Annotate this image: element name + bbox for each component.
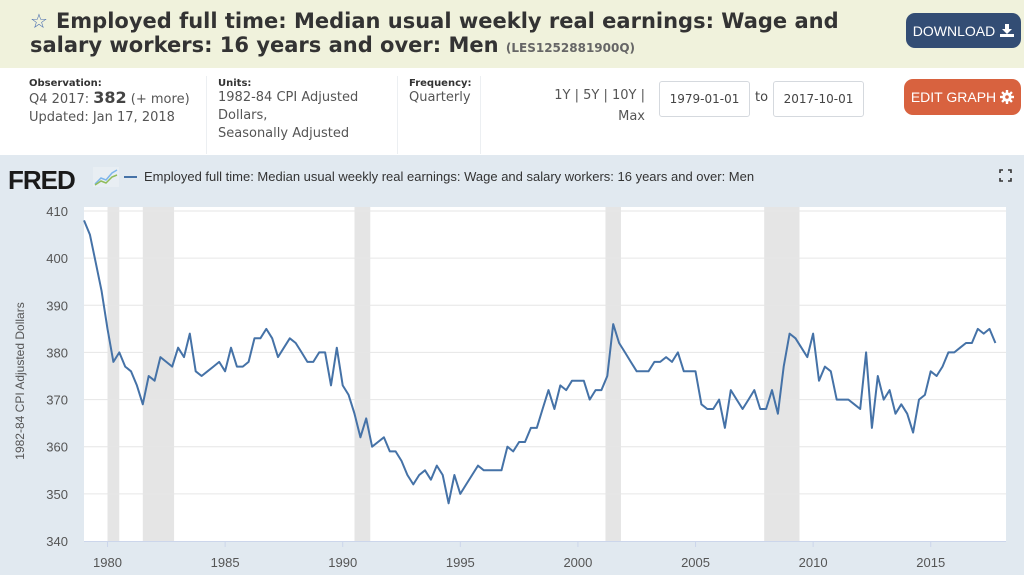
updated-date: Updated: Jan 17, 2018	[29, 110, 175, 125]
frequency-block: Frequency: Quarterly	[409, 78, 472, 107]
range-separator: |	[640, 88, 645, 103]
start-date-input[interactable]: 1979-01-01	[659, 81, 750, 117]
units-line: Dollars,	[218, 108, 268, 123]
frequency-value: Quarterly	[409, 90, 471, 105]
fullscreen-icon[interactable]	[999, 169, 1012, 182]
range-separator: |	[603, 88, 608, 103]
line-chart: 340 350 360 370 380 390 400 410 1980 1985 1990 199…	[13, 204, 1006, 570]
series-id: (LES1252881900Q)	[505, 41, 636, 55]
y-tick-label: 350	[46, 487, 68, 502]
end-date-input[interactable]: 2017-10-01	[773, 81, 864, 117]
gear-icon	[1000, 90, 1015, 104]
observation-more-link[interactable]: (+ more)	[130, 92, 190, 107]
recession-band	[605, 207, 621, 541]
range-separator: |	[574, 88, 579, 103]
recession-band	[354, 207, 371, 541]
y-tick-label: 390	[46, 298, 68, 313]
range-buttons: 1Y | 5Y | 10Y | Max	[540, 85, 645, 127]
edit-graph-button[interactable]: EDIT GRAPH	[904, 79, 1021, 115]
x-tick-label: 2015	[916, 555, 945, 570]
y-tick-label: 400	[46, 251, 68, 266]
x-tick-label: 1990	[328, 555, 357, 570]
to-label: to	[755, 90, 769, 105]
range-10y-button[interactable]: 10Y	[611, 88, 637, 103]
y-tick-label: 410	[46, 204, 68, 219]
range-max-button[interactable]: Max	[618, 109, 645, 124]
units-block: Units: 1982-84 CPI Adjusted Dollars, Sea…	[218, 78, 358, 143]
series-title-text: Employed full time: Median usual weekly …	[30, 9, 839, 57]
x-tick-label: 2000	[563, 555, 592, 570]
download-icon	[1000, 24, 1015, 37]
divider	[480, 76, 481, 154]
plot-area	[84, 207, 1006, 541]
y-tick-label: 370	[46, 393, 68, 408]
divider	[397, 76, 398, 154]
fred-chart-logo-icon	[93, 167, 119, 187]
series-line	[83, 220, 997, 505]
legend-label: Employed full time: Median usual weekly …	[144, 169, 755, 184]
legend-swatch	[124, 175, 137, 178]
units-line: 1982-84 CPI Adjusted	[218, 90, 359, 105]
download-button[interactable]: DOWNLOAD	[906, 13, 1021, 48]
series-header: ☆ Employed full time: Median usual weekly…	[0, 0, 1024, 68]
observation-block: Observation: Q4 2017: 382 (+ more) Updat…	[29, 78, 190, 127]
x-tick-label: 1980	[93, 555, 122, 570]
range-5y-button[interactable]: 5Y	[583, 88, 600, 103]
x-tick-label: 1995	[446, 555, 475, 570]
download-label: DOWNLOAD	[912, 22, 996, 39]
range-1y-button[interactable]: 1Y	[554, 88, 571, 103]
star-outline-icon[interactable]: ☆	[30, 9, 48, 33]
observation-value: 382	[93, 88, 127, 107]
y-axis-label: 1982-84 CPI Adjusted Dollars	[13, 302, 27, 459]
y-tick-label: 380	[46, 345, 68, 360]
divider	[206, 76, 207, 154]
observation-label: Observation:	[29, 78, 102, 89]
units-line: Seasonally Adjusted	[218, 126, 350, 141]
recession-band	[107, 207, 120, 541]
y-tick-label: 360	[46, 440, 68, 455]
edit-graph-label: EDIT GRAPH	[910, 89, 997, 105]
fred-logo: FRED	[8, 165, 76, 195]
series-title: ☆ Employed full time: Median usual weekly…	[30, 9, 890, 60]
recession-band	[142, 207, 175, 541]
observation-period: Q4 2017:	[29, 92, 90, 107]
x-tick-label: 2005	[681, 555, 710, 570]
y-tick-label: 340	[46, 534, 68, 549]
series-meta: Observation: Q4 2017: 382 (+ more) Updat…	[0, 68, 1024, 155]
frequency-label: Frequency:	[409, 78, 472, 89]
legend: Employed full time: Median usual weekly …	[124, 169, 754, 184]
x-tick-label: 1985	[211, 555, 240, 570]
units-label: Units:	[218, 78, 252, 89]
x-tick-label: 2010	[799, 555, 828, 570]
